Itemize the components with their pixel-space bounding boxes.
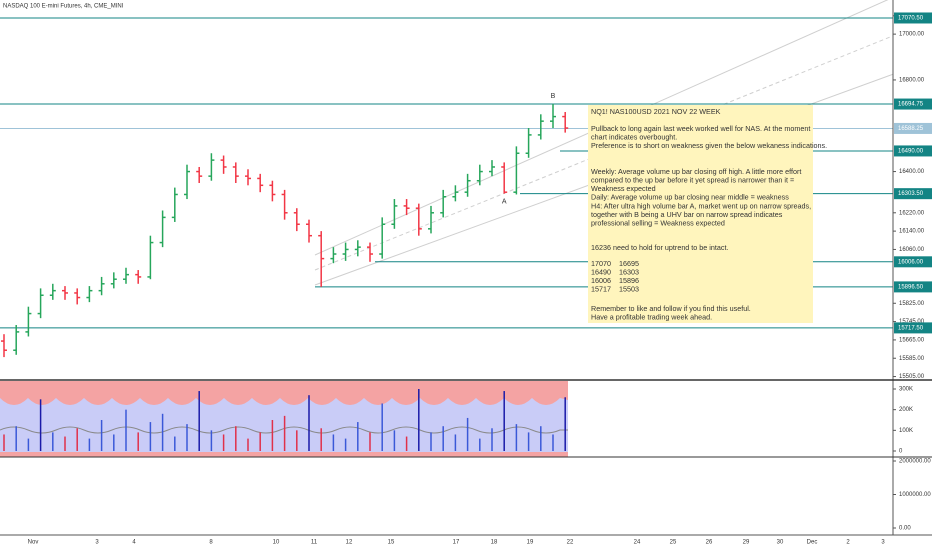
x-tick-label: Nov — [28, 540, 39, 546]
note-line: Preference is to short on weakness given… — [591, 141, 827, 150]
x-tick-label: 30 — [777, 540, 784, 546]
note-table-cell: 17070 — [591, 259, 611, 268]
note-line: Daily: Average volume up bar closing nea… — [591, 193, 789, 202]
y-tick-label: 15825.00 — [899, 301, 925, 307]
x-tick-label: 24 — [634, 540, 641, 546]
x-tick-label: 15 — [388, 540, 395, 546]
note-line: compared to the up bar before it yet spr… — [591, 176, 794, 185]
note-line: Weekly: Average volume up bar closing of… — [591, 167, 801, 176]
volume-tick-label: 300K — [899, 387, 913, 393]
annotation: B — [551, 93, 556, 100]
y-tick-label: 15585.00 — [899, 356, 925, 362]
lower-tick-label: 0.00 — [899, 526, 911, 532]
note-line: Remember to like and follow if you find … — [591, 304, 751, 313]
volume-tick-label: 200K — [899, 407, 913, 413]
lower-tick-label: 2000000.00 — [899, 459, 931, 465]
level-label: 15896.50 — [898, 284, 924, 290]
level-tag — [894, 145, 932, 157]
level-label: 16303.50 — [898, 191, 924, 197]
x-tick-label: 2 — [846, 540, 850, 546]
y-tick-label: 16400.00 — [899, 169, 925, 175]
x-tick-label: 3 — [95, 540, 99, 546]
x-tick-label: 17 — [453, 540, 460, 546]
x-tick-label: 3 — [881, 540, 885, 546]
note-title: NQ1! NAS100USD 2021 NOV 22 WEEK — [591, 107, 721, 116]
note-table-cell: 15503 — [619, 285, 639, 294]
level-tag — [894, 122, 932, 134]
note-line: Weakness expected — [591, 184, 656, 193]
y-tick-label: 16140.00 — [899, 229, 925, 235]
note-table-cell: 16695 — [619, 259, 639, 268]
note-line: Have a profitable trading week ahead. — [591, 313, 712, 322]
y-tick-label: 16060.00 — [899, 247, 925, 253]
note-line: H4: After ultra high volume bar A, marke… — [591, 201, 811, 210]
note-table-cell: 16490 — [591, 268, 611, 277]
level-tag — [894, 322, 932, 334]
note-line: Pullback to long again last week worked … — [591, 124, 810, 133]
x-tick-label: 11 — [311, 540, 318, 546]
note-line: 16236 need to hold for uptrend to be int… — [591, 243, 728, 252]
note-line: together with B being a UHV bar on narro… — [591, 210, 783, 219]
volume-average — [0, 426, 568, 434]
annotation: A — [502, 199, 507, 206]
level-tag — [894, 98, 932, 110]
x-tick-label: 10 — [273, 540, 280, 546]
price-axis — [893, 0, 932, 550]
y-tick-label: 17000.00 — [899, 32, 925, 38]
x-tick-label: 12 — [346, 540, 353, 546]
level-tag — [894, 12, 932, 24]
level-tag — [894, 256, 932, 268]
note-line: professional selling = Weakness expected — [591, 219, 725, 228]
chart-title: NASDAQ 100 E-mini Futures, 4h, CME_MINI — [3, 4, 124, 10]
level-label: 16588.25 — [898, 126, 924, 132]
volume-tick-label: 0 — [899, 449, 903, 455]
y-tick-label: 16800.00 — [899, 78, 925, 84]
note-table-cell: 15896 — [619, 276, 639, 285]
level-label: 16490.00 — [898, 149, 924, 155]
level-label: 17070.50 — [898, 16, 924, 22]
level-tag — [894, 188, 932, 200]
note-table-cell: 16006 — [591, 276, 611, 285]
x-tick-label: Dec — [807, 540, 818, 546]
x-tick-label: 18 — [491, 540, 498, 546]
level-tag — [894, 281, 932, 293]
lower-tick-label: 1000000.00 — [899, 492, 931, 498]
x-tick-label: 19 — [527, 540, 534, 546]
y-tick-label: 16220.00 — [899, 210, 925, 216]
x-tick-label: 29 — [743, 540, 750, 546]
note-table-cell: 15717 — [591, 285, 611, 294]
x-tick-label: 25 — [670, 540, 677, 546]
volume-tick-label: 100K — [899, 428, 913, 434]
note-table-cell: 16303 — [619, 268, 639, 277]
x-tick-label: 8 — [209, 540, 213, 546]
y-tick-label: 15505.00 — [899, 374, 925, 380]
level-label: 16694.75 — [898, 102, 924, 108]
note-box — [588, 105, 813, 323]
level-label: 16006.00 — [898, 259, 924, 265]
x-tick-label: 4 — [132, 540, 136, 546]
level-label: 15717.50 — [898, 325, 924, 331]
note-line: chart indicates overbought. — [591, 133, 677, 142]
y-tick-label: 15745.00 — [899, 319, 925, 325]
x-tick-label: 22 — [567, 540, 574, 546]
y-tick-label: 15665.00 — [899, 337, 925, 343]
x-tick-label: 26 — [706, 540, 713, 546]
